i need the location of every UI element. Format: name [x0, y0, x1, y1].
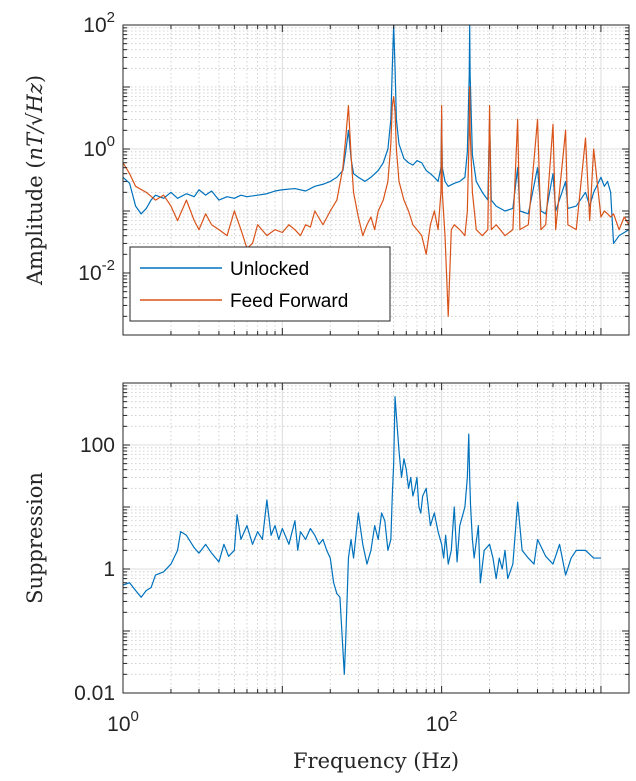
x-tick-label: 100 [107, 708, 139, 736]
suppression-y-tick-label: 100 [80, 434, 115, 457]
suppression-grid [122, 382, 629, 694]
suppression-y-tick-label: 1 [103, 558, 115, 581]
amplitude-y-tick-label: 100 [83, 133, 115, 161]
ylabel-prefix: Amplitude ( [23, 160, 47, 286]
legend-unlocked-label: Unlocked [230, 259, 309, 280]
legend-feedforward-label: Feed Forward [230, 291, 348, 312]
suppression-series-0-line [122, 396, 601, 675]
amplitude-panel: 10-2 100 102 Unlocked Feed Forward Amplitu… [23, 9, 630, 336]
suppression-panel: 0.01 1 100 100 102 Suppression Frequency (H… [23, 382, 630, 773]
legend-box [129, 246, 391, 322]
ylabel-suffix: ) [23, 75, 47, 83]
ylabel-math: nT/√Hz [23, 82, 47, 160]
x-tick-label: 102 [426, 708, 458, 736]
amplitude-axes-box [122, 24, 630, 336]
suppression-ticks [122, 382, 629, 694]
x-tick-labels: 100 102 [107, 708, 457, 736]
amplitude-y-axis-label: Amplitude (nT/√Hz) [23, 75, 47, 286]
amplitude-y-tick-label: 10-2 [78, 257, 115, 285]
amplitude-ticks [122, 24, 629, 336]
amplitude-y-tick-labels: 10-2 100 102 [78, 9, 115, 285]
x-axis-label: Frequency (Hz) [293, 749, 459, 773]
suppression-series [122, 396, 601, 675]
suppression-y-tick-labels: 0.01 1 100 [74, 434, 115, 705]
legend: Unlocked Feed Forward [129, 246, 391, 322]
suppression-y-tick-label: 0.01 [74, 682, 115, 705]
suppression-axes-box [122, 382, 630, 694]
amplitude-y-tick-label: 102 [83, 9, 115, 37]
suppression-y-axis-label: Suppression [23, 472, 47, 604]
